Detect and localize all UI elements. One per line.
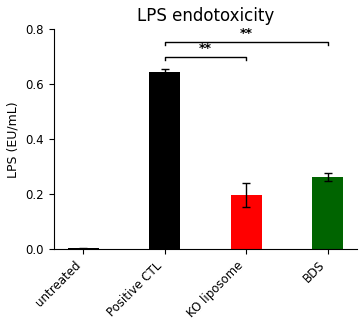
Bar — [68, 248, 99, 249]
Y-axis label: LPS (EU/mL): LPS (EU/mL) — [7, 101, 20, 178]
Bar — [231, 195, 262, 249]
Bar — [149, 72, 180, 249]
Text: **: ** — [199, 43, 212, 55]
Text: **: ** — [240, 27, 253, 40]
Title: LPS endotoxicity: LPS endotoxicity — [137, 7, 274, 25]
Bar — [312, 177, 343, 249]
